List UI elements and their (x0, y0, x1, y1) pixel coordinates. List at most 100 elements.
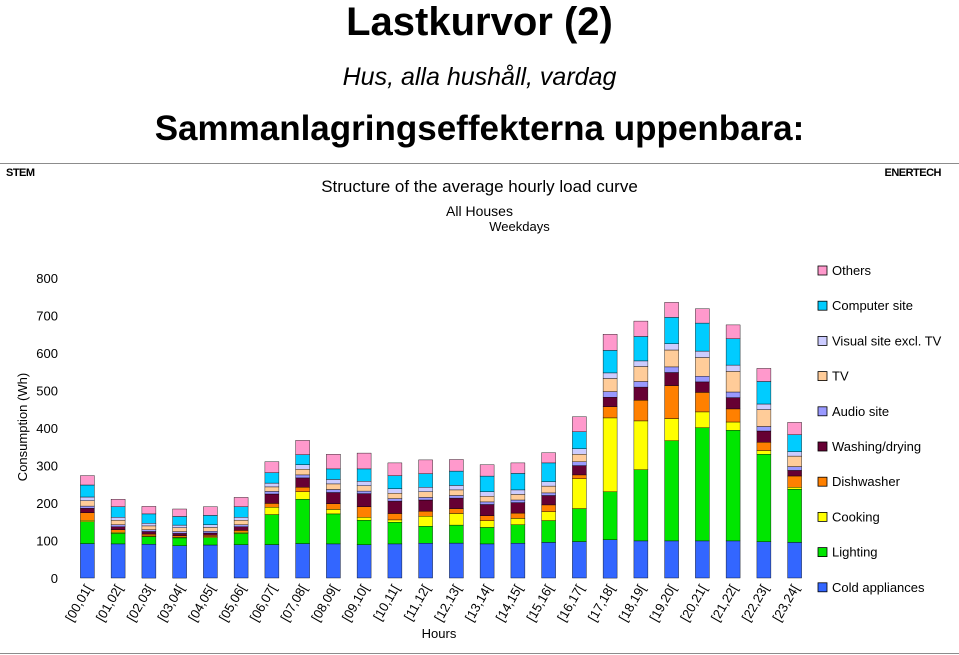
bar-segment (479, 475, 495, 493)
bar-segment (602, 372, 618, 379)
bar-segment (633, 366, 649, 382)
bar-segment (80, 520, 95, 522)
bar-segment (541, 504, 556, 512)
chart-subtitle-days: Weekdays (489, 219, 550, 234)
x-tick-label: [15,16[ (523, 582, 556, 624)
bar-segment (479, 491, 495, 497)
bar-segment (510, 462, 526, 474)
bar-segment (633, 381, 649, 388)
bottom-divider (0, 653, 959, 654)
bar-segment (725, 391, 741, 398)
x-tick-label: [08,09[ (308, 582, 341, 624)
legend-swatch (817, 512, 828, 522)
x-tick-label: [02,03[ (124, 582, 157, 624)
bar-segment (541, 452, 556, 464)
bar-segment (356, 493, 372, 507)
bar-segment (602, 378, 618, 392)
bar-segment (110, 532, 126, 534)
bar-segment (787, 451, 802, 457)
bar-segment (510, 502, 526, 514)
bar-segment (449, 508, 464, 514)
x-axis: [00,01[[01,02[[02,03[[03,04[[04,05[[05,0… (62, 582, 802, 624)
bar-segment (326, 503, 341, 510)
x-tick-label: [17,18[ (585, 582, 618, 624)
bar-segment (233, 544, 249, 579)
bar-segment (541, 462, 556, 482)
bar-segment (572, 461, 587, 466)
x-tick-label: [14,15[ (493, 582, 526, 624)
bar-segment (541, 495, 556, 506)
bar-segment (356, 490, 372, 494)
x-tick-label: [09,10[ (339, 582, 372, 624)
bar-segment (756, 409, 772, 427)
bar-segment (449, 489, 464, 496)
bar-segment (664, 372, 679, 386)
bar-segment (695, 308, 710, 324)
bar-segment (326, 489, 341, 493)
x-tick-label: [03,04[ (154, 582, 187, 624)
x-tick-label: [05,06[ (216, 582, 249, 624)
legend-label: Washing/drying (832, 439, 921, 454)
bar-segment (725, 364, 741, 372)
bar-segment (295, 454, 310, 465)
bar-segment (418, 515, 433, 527)
bar-segment (695, 350, 710, 358)
bar-segment (80, 500, 95, 507)
bar-segment (787, 434, 802, 452)
bar-segment (664, 418, 679, 441)
bar-segment (110, 533, 126, 545)
bar-segment (233, 517, 249, 521)
bar-segment (510, 499, 526, 503)
bar-segment (326, 509, 341, 515)
bar-segment (110, 543, 126, 579)
bar-segment (110, 526, 126, 530)
bar-segment (572, 431, 587, 449)
bar-segment (449, 459, 464, 472)
bar-segment (756, 450, 772, 455)
bar-segment (418, 459, 433, 474)
bar-segment (141, 506, 157, 515)
y-tick-label: 0 (51, 571, 58, 586)
bar-segment (449, 497, 464, 509)
bar-segment (572, 541, 587, 579)
bar-segment (326, 492, 341, 505)
bar-segment (449, 513, 464, 526)
top-divider (0, 163, 959, 164)
bar-segment (295, 440, 310, 455)
x-tick-label: [22,23[ (739, 582, 772, 624)
bar-segment (295, 543, 310, 579)
legend-label: TV (832, 369, 849, 384)
bar-segment (233, 533, 249, 545)
x-tick-label: [07,08[ (277, 582, 310, 624)
bar-segment (387, 543, 403, 579)
bar-segment (541, 492, 556, 496)
bar-segment (633, 540, 649, 579)
bar-segment (664, 540, 679, 579)
bar-segment (172, 545, 187, 579)
bar-segment (633, 360, 649, 367)
bar-segment (510, 512, 526, 519)
bar-segment (141, 544, 157, 579)
bar-segment (264, 514, 280, 545)
legend-swatch (817, 300, 828, 311)
bar-segment (725, 540, 741, 579)
bar-segment (756, 541, 772, 579)
bar-segment (449, 485, 464, 491)
bar-segment (264, 544, 280, 579)
bar-segment (449, 470, 464, 486)
bar-segment (356, 481, 372, 486)
x-axis-label: Hours (422, 626, 457, 641)
source-label-left: STEM (6, 167, 35, 179)
legend-swatch (817, 335, 828, 346)
bar-segment (695, 322, 710, 352)
x-tick-label: [23,24[ (769, 582, 802, 624)
legend-label: Computer site (832, 298, 913, 313)
y-tick-label: 100 (36, 534, 58, 549)
bar-segment (479, 543, 495, 579)
bar-segment (756, 403, 772, 410)
legend-swatch (817, 441, 828, 452)
bar-segment (80, 475, 95, 486)
bar-segment (541, 542, 556, 579)
legend-swatch (817, 371, 828, 382)
